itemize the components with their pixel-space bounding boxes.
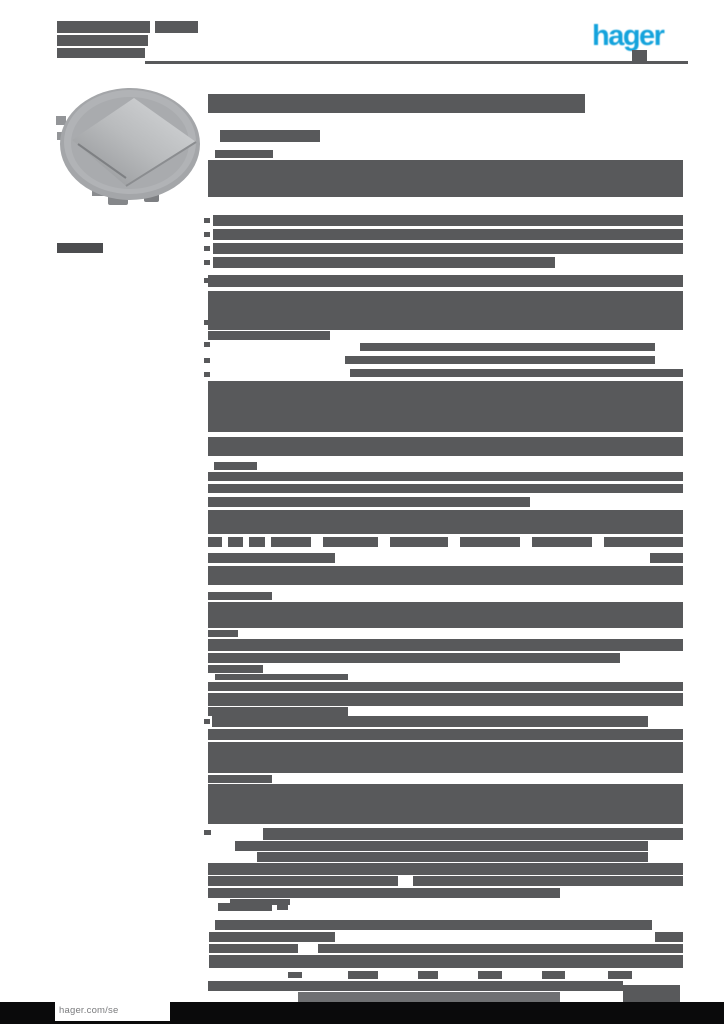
spec-row-value: [650, 553, 683, 563]
redacted-text-line: [249, 537, 265, 547]
redacted-text-line: [230, 899, 290, 905]
footer-company-info: [298, 992, 560, 1002]
hager-logo: hager: [592, 20, 665, 52]
spec-row-label: [208, 553, 335, 563]
redacted-text-line: [213, 243, 683, 254]
redacted-text-line: [604, 537, 683, 547]
redacted-text-line: [208, 693, 683, 706]
redacted-text-line: [208, 665, 263, 673]
footer-site-box: hager.com/se: [55, 1000, 170, 1021]
spec-section-heading: [214, 462, 257, 470]
redacted-text-line: [215, 674, 348, 680]
product-code-label: [57, 243, 103, 253]
doc-ref-line-1b: [155, 21, 198, 33]
redacted-text-line: [208, 639, 683, 651]
redacted-text-line: [277, 904, 288, 910]
redacted-text-line: [208, 497, 530, 507]
redacted-text-line: [208, 876, 398, 886]
redacted-text-line: [208, 484, 683, 493]
redacted-text-line: [318, 944, 683, 953]
redacted-text-line: [204, 320, 210, 325]
redacted-text-line: [204, 218, 210, 223]
redacted-text-line: [208, 888, 560, 898]
redacted-text-line: [204, 719, 210, 724]
redacted-text-line: [208, 707, 348, 716]
redacted-text-line: [213, 257, 555, 268]
redacted-text-line: [208, 863, 683, 875]
redacted-text-line: [390, 537, 448, 547]
redacted-text-line: [204, 358, 210, 363]
redacted-text-line: [208, 682, 683, 691]
redacted-text-line: [208, 784, 683, 824]
redacted-text-line: [228, 537, 243, 547]
redacted-text-line: [208, 510, 683, 534]
redacted-text-line: [208, 437, 683, 456]
redacted-text-line: [271, 537, 311, 547]
redacted-text-line: [208, 775, 272, 783]
redacted-text-line: [215, 920, 652, 930]
redacted-text-line: [413, 876, 683, 886]
redacted-text-line: [204, 246, 210, 251]
description-heading: [215, 150, 273, 158]
redacted-text-line: [532, 537, 592, 547]
redacted-text-line: [204, 830, 211, 835]
redacted-text-line: [345, 356, 655, 364]
redacted-text-line: [204, 232, 210, 237]
redacted-text-line: [360, 343, 655, 351]
redacted-text-line: [208, 275, 683, 287]
redacted-text-line: [542, 971, 565, 979]
footer-website-link[interactable]: hager.com/se: [59, 1005, 119, 1016]
redacted-text-line: [208, 291, 683, 330]
redacted-text-line: [209, 955, 683, 968]
footer-bar: [0, 1002, 724, 1024]
redacted-text-line: [257, 852, 648, 862]
redacted-text-line: [350, 369, 683, 377]
redacted-text-line: [208, 742, 683, 773]
redacted-text-line: [209, 932, 335, 942]
redacted-text-line: [204, 278, 210, 283]
redacted-text-line: [208, 331, 330, 340]
redacted-text-line: [213, 215, 683, 226]
product-title-redacted: [208, 94, 585, 113]
redacted-text-line: [208, 381, 683, 432]
header-rule: [145, 61, 688, 64]
redacted-text-line: [208, 981, 623, 991]
product-photo-floor-box: [56, 88, 200, 205]
doc-ref-line-3: [57, 48, 145, 58]
doc-ref-line-1a: [57, 21, 150, 33]
redacted-text-line: [204, 372, 210, 377]
redacted-text-line: [655, 932, 683, 942]
logo-tail-mark: [632, 50, 647, 62]
redacted-text-line: [323, 537, 378, 547]
dimensions-heading: [218, 903, 272, 911]
redacted-text-line: [235, 841, 648, 851]
redacted-text-line: [204, 260, 210, 265]
redacted-text-line: [608, 971, 632, 979]
redacted-text-line: [208, 602, 683, 628]
doc-ref-line-2: [57, 35, 148, 46]
redacted-text-line: [460, 537, 520, 547]
redacted-text-line: [208, 566, 683, 585]
redacted-text-line: [208, 653, 620, 663]
redacted-text-line: [208, 537, 222, 547]
redacted-text-line: [212, 716, 648, 727]
redacted-text-line: [263, 828, 683, 840]
redacted-text-line: [209, 944, 298, 953]
redacted-text-line: [204, 342, 210, 347]
redacted-text-line: [348, 971, 378, 979]
description-paragraph: [208, 160, 683, 197]
redacted-text-line: [213, 229, 683, 240]
redacted-text-line: [478, 971, 502, 979]
redacted-text-line: [208, 472, 683, 481]
subtitle-redacted: [220, 130, 320, 142]
redacted-text-line: [288, 972, 302, 978]
redacted-text-line: [208, 729, 683, 740]
redacted-text-line: [418, 971, 438, 979]
redacted-text-line: [208, 592, 272, 600]
redacted-text-line: [208, 630, 238, 637]
